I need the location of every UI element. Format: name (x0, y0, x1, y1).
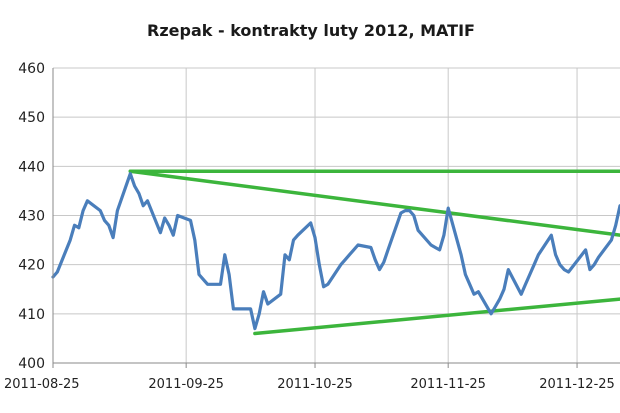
y-tick-label-460: 460 (18, 61, 45, 77)
tick-labels: 400 410 420 430 440 450 460 2011-08-25 2011-09-2… (4, 61, 615, 392)
chart-title: Rzepak - kontrakty luty 2012, MATIF (147, 21, 475, 40)
series-layer (51, 172, 620, 331)
series-line-1 (51, 172, 620, 331)
y-tick-label-450: 450 (18, 110, 45, 126)
trend-line-2 (128, 169, 620, 237)
x-tick-label-2011-12-25: 2011-12-25 (539, 377, 615, 392)
y-tick-label-420: 420 (18, 258, 45, 274)
trend-line-3 (253, 297, 620, 336)
trend-lines (128, 169, 620, 336)
y-tick-label-400: 400 (18, 356, 45, 372)
y-tick-label-430: 430 (18, 209, 45, 225)
y-tick-label-440: 440 (18, 159, 45, 175)
gridlines (53, 67, 620, 363)
x-tick-label-2011-11-25: 2011-11-25 (410, 377, 486, 392)
x-tick-label-2011-09-25: 2011-09-25 (148, 377, 224, 392)
x-tick-label-2011-08-25: 2011-08-25 (4, 377, 80, 392)
axes (52, 68, 620, 368)
x-tick-label-2011-10-25: 2011-10-25 (277, 377, 353, 392)
y-tick-label-410: 410 (18, 307, 45, 323)
